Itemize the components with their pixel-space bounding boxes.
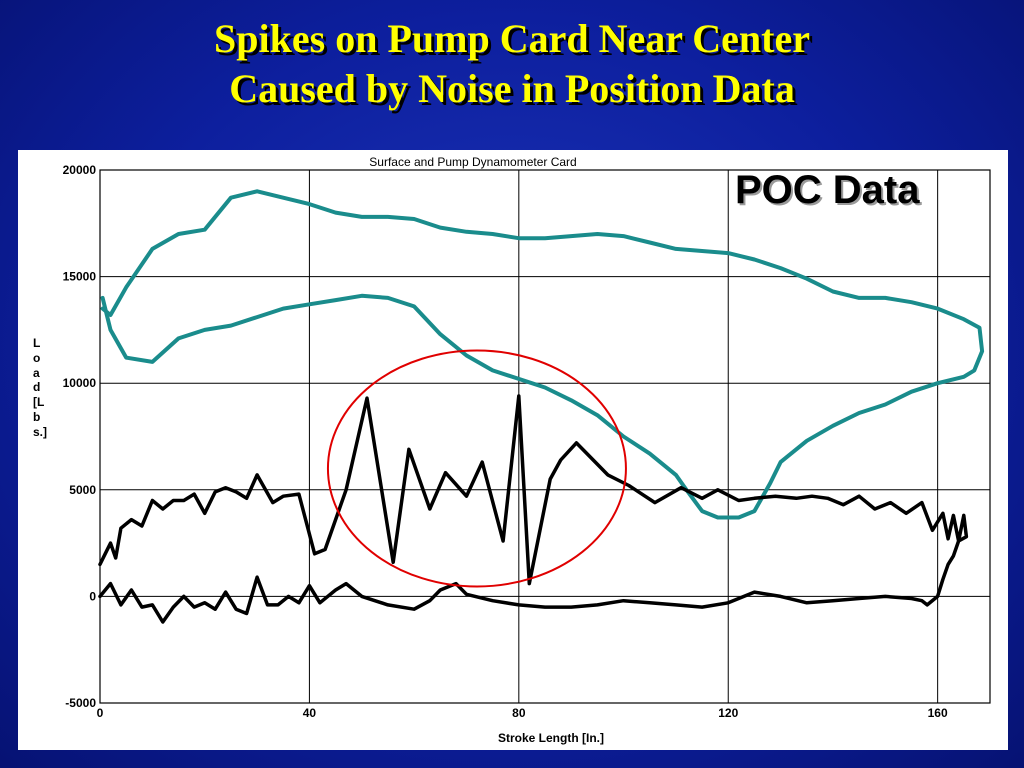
poc-data-label: POC Data [735, 168, 920, 212]
surface-card-line [100, 189, 985, 520]
y-tick-label: -5000 [65, 696, 96, 710]
series-lines [98, 189, 985, 624]
y-tick-label: 15000 [63, 270, 97, 284]
chart-frame: Surface and Pump Dynamometer Card 20000 1… [18, 150, 1008, 750]
y-tick-label: 10000 [63, 376, 97, 390]
y-tick-label: 0 [89, 589, 96, 603]
x-tick-label: 0 [97, 706, 104, 720]
dynamometer-chart: Surface and Pump Dynamometer Card 20000 1… [63, 155, 991, 745]
slide-title: Spikes on Pump Card Near Center Caused b… [0, 14, 1024, 114]
y-tick-label: 5000 [69, 483, 96, 497]
annotations [326, 349, 627, 588]
slide-title-line-2: Caused by Noise in Position Data [229, 66, 795, 111]
chart-title: Surface and Pump Dynamometer Card [369, 155, 576, 169]
x-axis-label: Stroke Length [In.] [498, 731, 604, 745]
y-tick-label: 20000 [63, 163, 97, 177]
plot-border [99, 169, 991, 704]
x-tick-label: 40 [303, 706, 317, 720]
y-axis-label: Load [Lbs.] [33, 336, 48, 439]
highlight-circle [326, 349, 627, 588]
x-tick-label: 120 [718, 706, 738, 720]
pump-card-line [98, 394, 969, 624]
x-tick-label: 160 [928, 706, 948, 720]
grid-lines [99, 169, 991, 704]
slide-title-line-1: Spikes on Pump Card Near Center [214, 16, 810, 61]
x-tick-label: 80 [512, 706, 526, 720]
